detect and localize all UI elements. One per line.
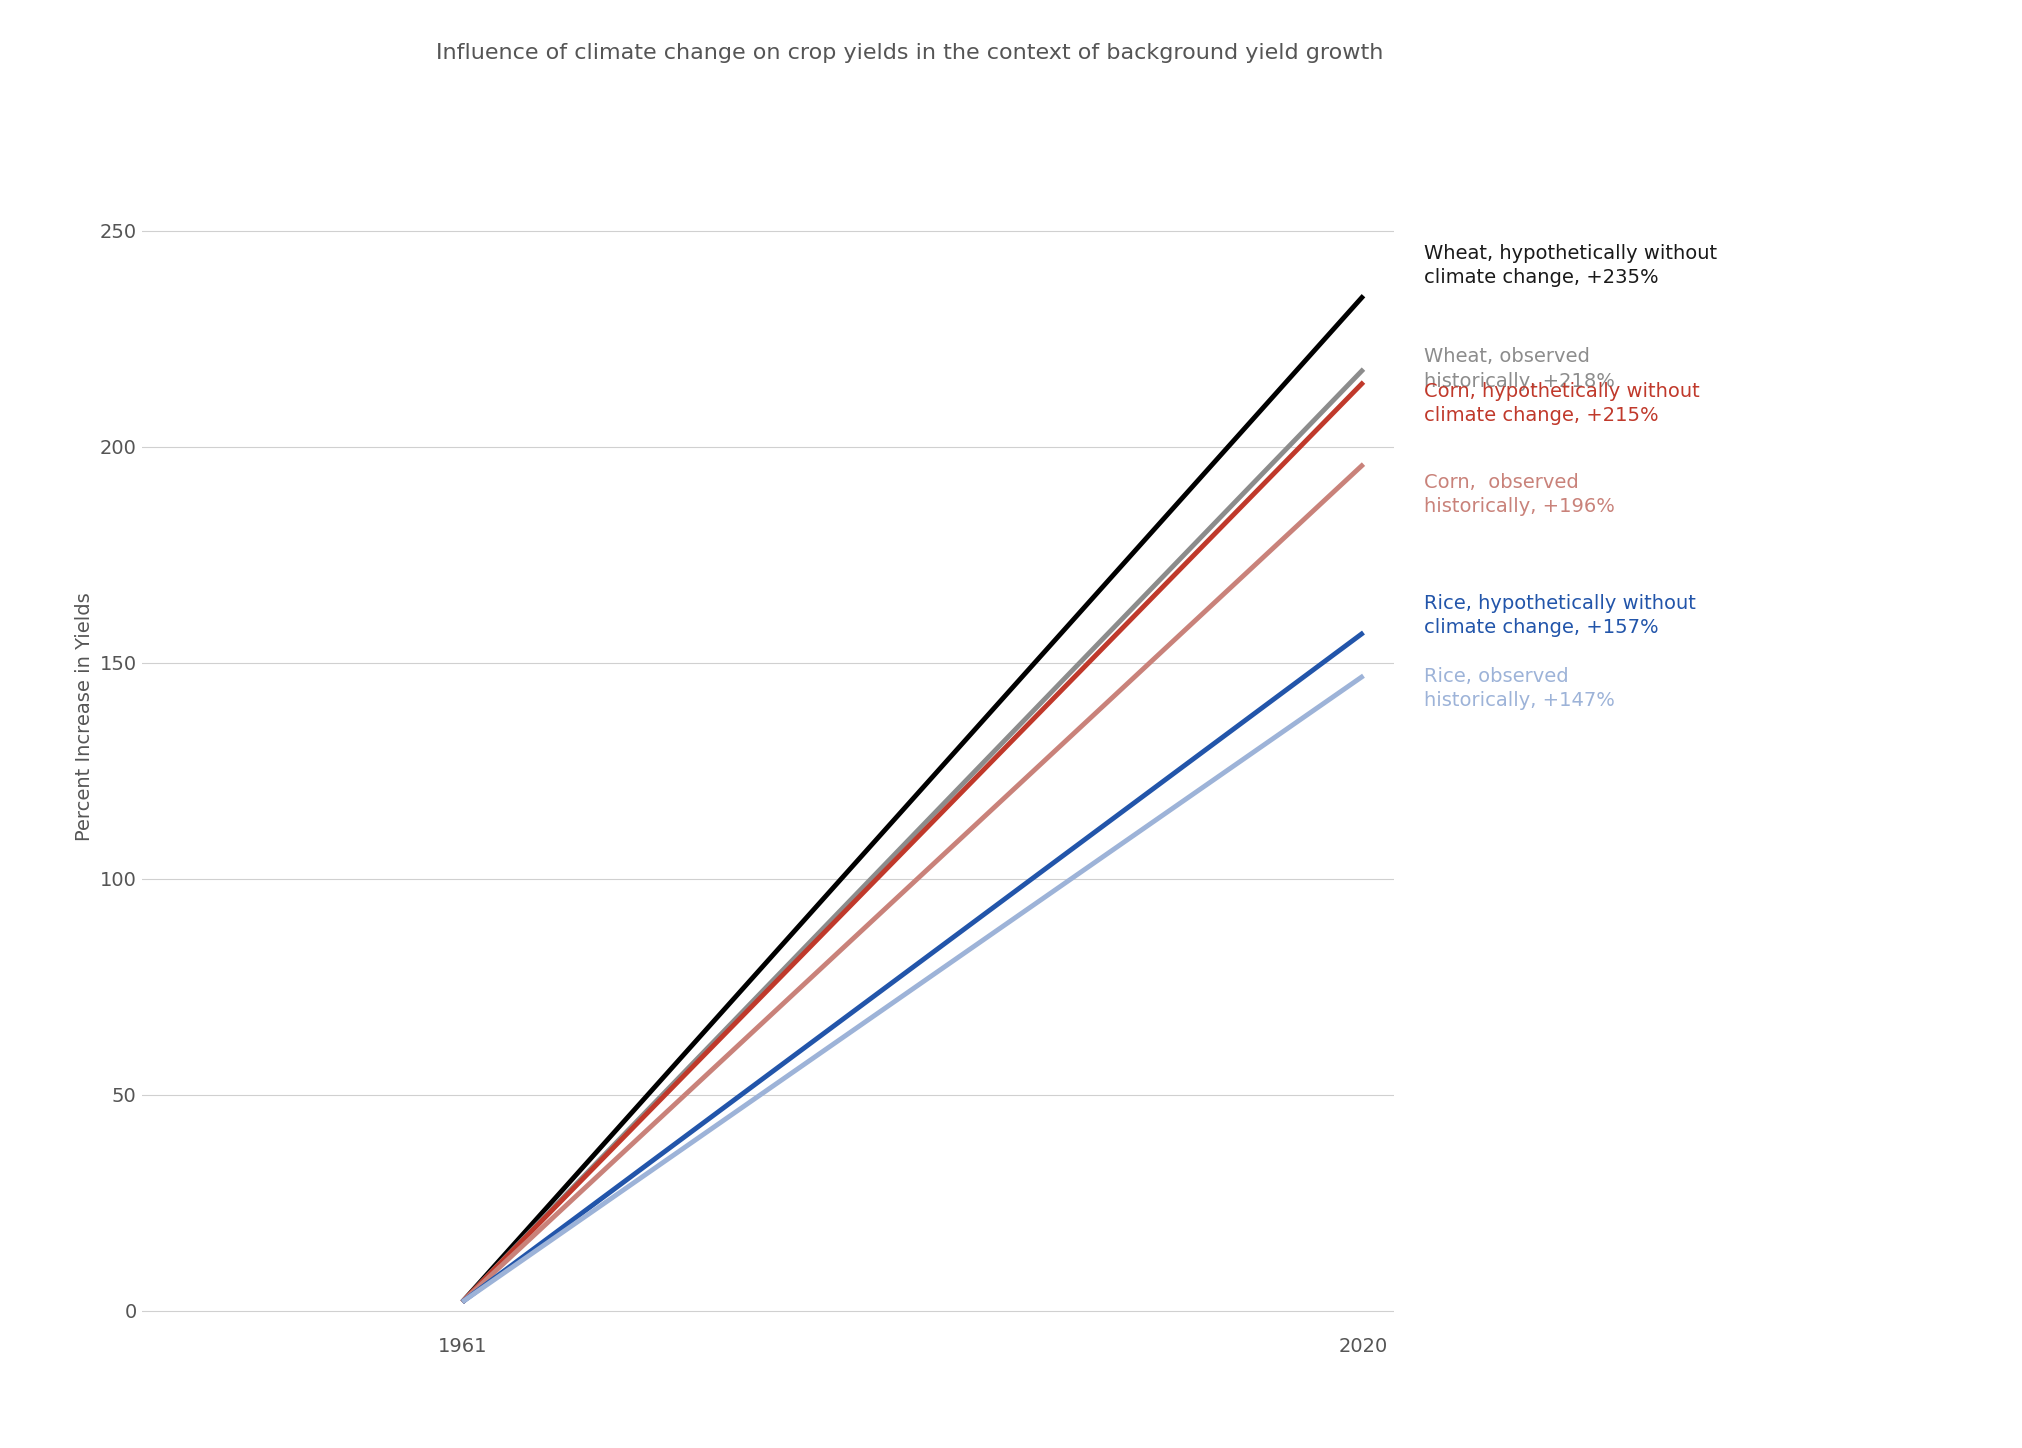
- Text: Corn, hypothetically without
climate change, +215%: Corn, hypothetically without climate cha…: [1423, 382, 1698, 426]
- Text: Corn,  observed
historically, +196%: Corn, observed historically, +196%: [1423, 472, 1614, 515]
- Text: Rice, hypothetically without
climate change, +157%: Rice, hypothetically without climate cha…: [1423, 594, 1696, 637]
- Y-axis label: Percent Increase in Yields: Percent Increase in Yields: [75, 592, 93, 841]
- Text: Wheat, hypothetically without
climate change, +235%: Wheat, hypothetically without climate ch…: [1423, 243, 1717, 287]
- Text: Influence of climate change on crop yields in the context of background yield gr: Influence of climate change on crop yiel…: [437, 43, 1383, 64]
- Text: Wheat, observed
historically, +218%: Wheat, observed historically, +218%: [1423, 348, 1614, 391]
- Text: Rice, observed
historically, +147%: Rice, observed historically, +147%: [1423, 668, 1614, 711]
